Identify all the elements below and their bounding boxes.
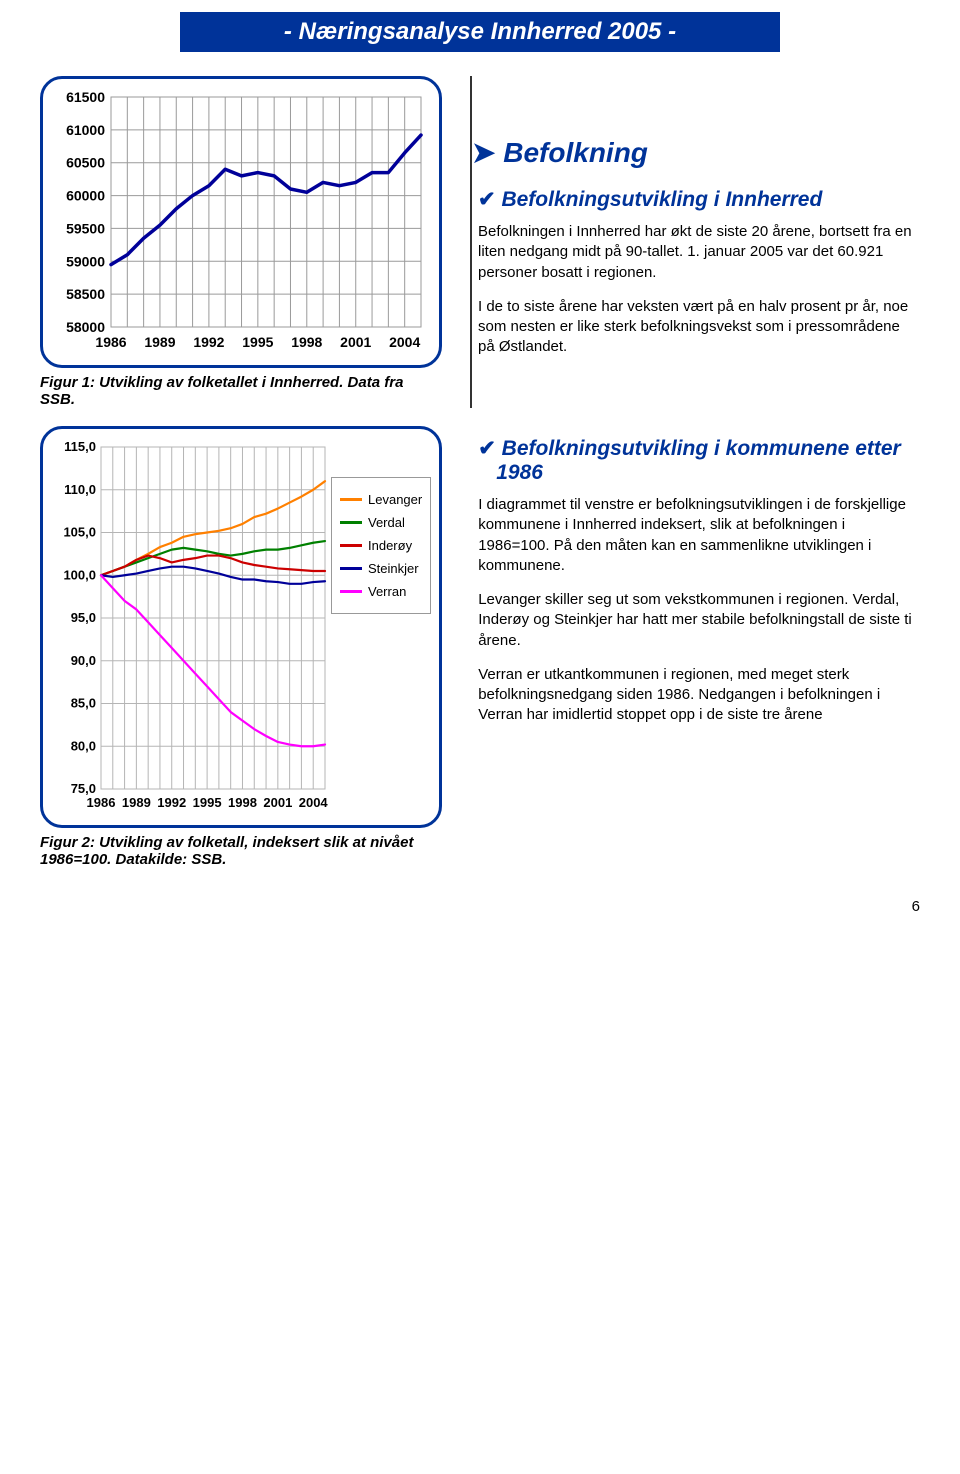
legend-item-levanger: Levanger — [340, 492, 422, 507]
svg-text:60500: 60500 — [66, 155, 105, 171]
svg-text:2004: 2004 — [299, 795, 329, 810]
legend-label: Inderøy — [368, 538, 412, 553]
svg-text:100,0: 100,0 — [63, 567, 96, 582]
svg-text:2004: 2004 — [389, 334, 420, 350]
page-banner: - Næringsanalyse Innherred 2005 - — [180, 12, 780, 52]
svg-text:1995: 1995 — [193, 795, 222, 810]
svg-text:90,0: 90,0 — [71, 653, 96, 668]
text-column-1: Befolkning Befolkningsutvikling i Innher… — [472, 76, 920, 408]
svg-text:59000: 59000 — [66, 253, 105, 269]
legend-item-verdal: Verdal — [340, 515, 422, 530]
svg-text:58000: 58000 — [66, 319, 105, 335]
subsection1-title: Befolkningsutvikling i Innherred — [496, 187, 920, 212]
svg-text:2001: 2001 — [263, 795, 292, 810]
svg-text:2001: 2001 — [340, 334, 371, 350]
svg-text:85,0: 85,0 — [71, 696, 96, 711]
legend-item-verran: Verran — [340, 584, 422, 599]
para-2: I de to siste årene har veksten vært på … — [478, 297, 920, 358]
legend-label: Verran — [368, 584, 406, 599]
para-5: Verran er utkantkommunen i regionen, med… — [478, 665, 920, 726]
legend-item-steinkjer: Steinkjer — [340, 561, 422, 576]
svg-text:1986: 1986 — [87, 795, 116, 810]
chart2-svg: 75,0 80,0 85,0 90,0 95,0 100,0 105,0 110,0 115,0… — [51, 437, 331, 817]
svg-text:1989: 1989 — [122, 795, 151, 810]
svg-text:80,0: 80,0 — [71, 738, 96, 753]
svg-text:1998: 1998 — [291, 334, 322, 350]
legend-swatch — [340, 498, 362, 501]
svg-text:1998: 1998 — [228, 795, 257, 810]
svg-text:1995: 1995 — [242, 334, 273, 350]
svg-text:115,0: 115,0 — [64, 439, 96, 454]
svg-text:110,0: 110,0 — [64, 482, 96, 497]
column-divider — [470, 76, 472, 408]
figure1-caption: Figur 1: Utvikling av folketallet i Innh… — [40, 374, 440, 408]
para-1: Befolkningen i Innherred har økt de sist… — [478, 222, 920, 283]
legend-label: Verdal — [368, 515, 405, 530]
subsection2-title: Befolkningsutvikling i kommunene etter 1… — [496, 436, 920, 485]
chart2-column: 75,0 80,0 85,0 90,0 95,0 100,0 105,0 110,0 115,0… — [40, 416, 442, 868]
section-title: Befolkning — [472, 136, 920, 169]
para-3: I diagrammet til venstre er befolkningsu… — [478, 495, 920, 576]
svg-text:95,0: 95,0 — [71, 610, 96, 625]
svg-text:1992: 1992 — [157, 795, 186, 810]
svg-text:1986: 1986 — [95, 334, 126, 350]
legend-label: Levanger — [368, 492, 422, 507]
figure2-caption: Figur 2: Utvikling av folketall, indekse… — [40, 834, 440, 868]
page-number: 6 — [40, 898, 920, 915]
svg-text:60000: 60000 — [66, 188, 105, 204]
legend-swatch — [340, 590, 362, 593]
svg-text:59500: 59500 — [66, 220, 105, 236]
svg-text:75,0: 75,0 — [71, 781, 96, 796]
legend-swatch — [340, 521, 362, 524]
legend-swatch — [340, 544, 362, 547]
chart2-legend: Levanger Verdal Inderøy Steinkjer Verran — [331, 477, 431, 614]
svg-text:61000: 61000 — [66, 122, 105, 138]
para-4: Levanger skiller seg ut som vekstkommune… — [478, 590, 920, 651]
svg-text:58500: 58500 — [66, 286, 105, 302]
legend-item-inderøy: Inderøy — [340, 538, 422, 553]
svg-text:1992: 1992 — [193, 334, 224, 350]
text-column-2: Befolkningsutvikling i kommunene etter 1… — [472, 416, 920, 868]
legend-swatch — [340, 567, 362, 570]
chart1-column: 58000 58500 59000 59500 60000 60500 61000 61500… — [40, 76, 442, 408]
chart2-frame: 75,0 80,0 85,0 90,0 95,0 100,0 105,0 110,0 115,0… — [40, 426, 442, 828]
legend-label: Steinkjer — [368, 561, 419, 576]
svg-text:61500: 61500 — [66, 89, 105, 105]
chart1-svg: 58000 58500 59000 59500 60000 60500 61000 61500… — [51, 87, 431, 357]
svg-text:1989: 1989 — [144, 334, 175, 350]
chart1-frame: 58000 58500 59000 59500 60000 60500 61000 61500… — [40, 76, 442, 368]
svg-text:105,0: 105,0 — [63, 525, 96, 540]
